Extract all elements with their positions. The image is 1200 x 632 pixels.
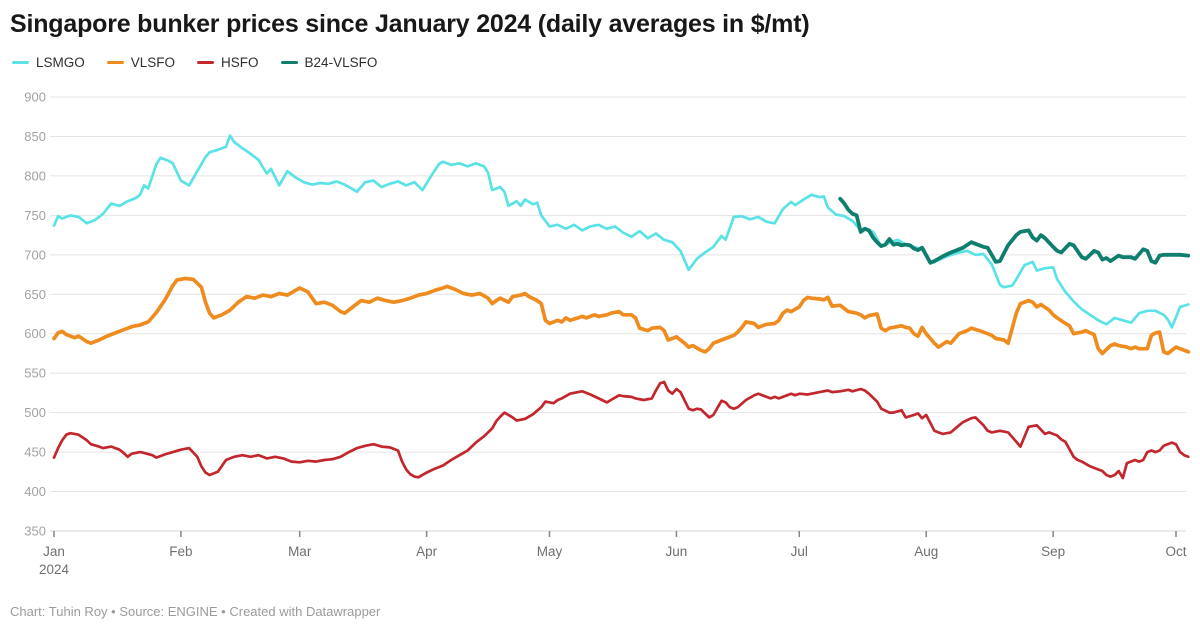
x-tick-label-Oct: Oct xyxy=(1165,544,1186,559)
legend-swatch-lsmgo xyxy=(12,61,29,64)
series-line-b24-vlsfo[interactable] xyxy=(838,196,1191,265)
y-tick-label-600: 600 xyxy=(24,326,46,341)
chart-svg[interactable]: 350 400 450 500 550 600 650 700 750 800 850 900 Jan 2… xyxy=(0,80,1200,600)
legend-label-hsfo: HSFO xyxy=(221,55,259,70)
x-tick-label-Apr: Apr xyxy=(416,544,438,559)
page-title: Singapore bunker prices since January 20… xyxy=(10,10,810,38)
y-tick-label-800: 800 xyxy=(24,168,46,183)
legend-item-hsfo: HSFO xyxy=(197,55,259,70)
y-tick-label-700: 700 xyxy=(24,247,46,262)
legend-item-b24-vlsfo: B24-VLSFO xyxy=(280,55,378,70)
y-tick-label-750: 750 xyxy=(24,208,46,223)
legend-swatch-hsfo xyxy=(197,61,215,64)
x-tick-label-Jul: Jul xyxy=(791,544,808,559)
y-tick-label-350: 350 xyxy=(24,524,46,539)
series-line-hsfo[interactable] xyxy=(52,380,1190,480)
series-line-vlsfo[interactable] xyxy=(52,276,1191,356)
y-tick-label-550: 550 xyxy=(24,366,46,381)
legend-swatch-b24-vlsfo xyxy=(280,61,298,64)
legend-swatch-vlsfo xyxy=(106,61,124,64)
x-tick-sublabel-2024: 2024 xyxy=(39,562,70,577)
x-tick-label-Sep: Sep xyxy=(1041,544,1065,559)
y-tick-label-500: 500 xyxy=(24,405,46,420)
x-tick-label-Mar: Mar xyxy=(288,544,312,559)
y-tick-label-450: 450 xyxy=(24,445,46,460)
chart-attribution: Chart: Tuhin Roy • Source: ENGINE • Crea… xyxy=(10,604,381,619)
x-tick-label-Feb: Feb xyxy=(169,544,192,559)
legend-label-lsmgo: LSMGO xyxy=(36,55,85,70)
legend: LSMGO VLSFO HSFO B24-VLSFO xyxy=(12,55,377,70)
x-tick-label-Jan: Jan xyxy=(43,544,65,559)
x-tick-label-Aug: Aug xyxy=(914,544,938,559)
legend-item-vlsfo: VLSFO xyxy=(106,55,176,70)
y-tick-label-900: 900 xyxy=(24,90,46,105)
x-tick-label-May: May xyxy=(537,544,563,559)
y-tick-label-850: 850 xyxy=(24,129,46,144)
y-tick-label-400: 400 xyxy=(24,484,46,499)
legend-label-vlsfo: VLSFO xyxy=(130,55,176,70)
series-line-lsmgo[interactable] xyxy=(52,134,1190,329)
x-tick-label-Jun: Jun xyxy=(666,544,688,559)
legend-label-b24-vlsfo: B24-VLSFO xyxy=(304,55,378,70)
y-tick-label-650: 650 xyxy=(24,287,46,302)
legend-item-lsmgo: LSMGO xyxy=(12,55,85,70)
